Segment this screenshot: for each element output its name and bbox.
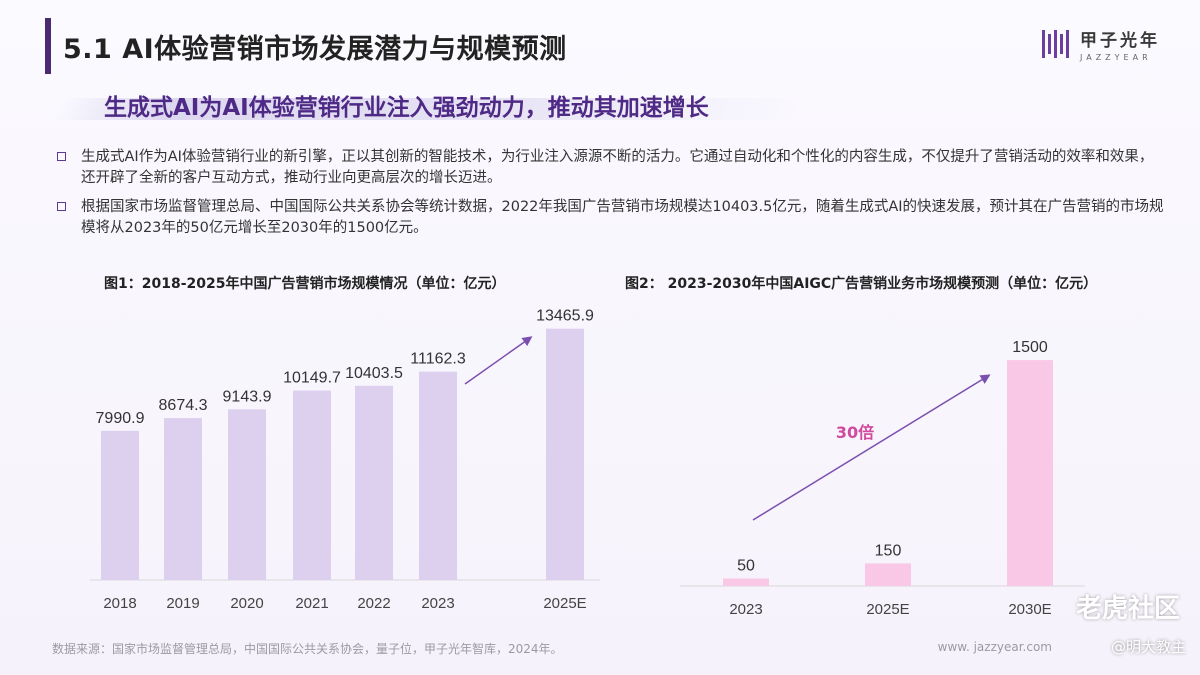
bullet-text: 根据国家市场监督管理总局、中国国际公共关系协会等统计数据，2022年我国广告营销… — [81, 199, 1164, 236]
category-label: 2030E — [1008, 601, 1051, 618]
bar — [865, 563, 911, 586]
category-label: 2021 — [295, 595, 328, 612]
value-label: 7990.9 — [96, 410, 145, 427]
logo: 甲子光年 JAZZYEAR — [1040, 26, 1160, 62]
logo-icon — [1042, 30, 1069, 58]
data-source: 数据来源：国家市场监督管理总局，中国国际公共关系协会，量子位，甲子光年智库，20… — [52, 642, 563, 656]
value-label: 13465.9 — [536, 308, 594, 325]
bar — [228, 409, 266, 580]
category-label: 2022 — [357, 595, 390, 612]
category-label: 2023 — [729, 601, 762, 618]
bar — [293, 390, 331, 580]
bar — [1007, 360, 1053, 586]
chart1: 7990.9 2018 8674.3 2019 9143.9 2020 10149.7 202… — [90, 308, 600, 612]
bullet-item: 生成式AI作为AI体验营销行业的新引擎，正以其创新的智能技术，为行业注入源源不断… — [55, 147, 1165, 189]
subtitle: 生成式AI为AI体验营销行业注入强劲动力，推动其加速增长 — [104, 95, 709, 121]
watermark-brand: 老虎社区 — [1075, 594, 1180, 624]
value-label: 10403.5 — [345, 365, 403, 382]
category-label: 2019 — [166, 595, 199, 612]
bar — [546, 328, 584, 580]
category-label: 2023 — [421, 595, 454, 612]
chart1-title: 图1：2018-2025年中国广告营销市场规模情况（单位：亿元） — [104, 276, 506, 292]
logo-tagline: JAZZYEAR — [1080, 53, 1152, 62]
page-title: 5.1 AI体验营销市场发展潜力与规模预测 — [63, 33, 567, 65]
category-label: 2025E — [543, 595, 586, 612]
title-bar: 5.1 AI体验营销市场发展潜力与规模预测 — [45, 18, 567, 74]
value-label: 11162.3 — [410, 351, 466, 368]
subtitle-banner: 生成式AI为AI体验营销行业注入强劲动力，推动其加速增长 — [52, 88, 818, 122]
square-bullet-icon — [57, 202, 66, 211]
bar — [164, 418, 202, 580]
watermark-user: @明大教主 — [1110, 638, 1186, 656]
growth-arrow — [752, 374, 991, 521]
bullet-list: 生成式AI作为AI体验营销行业的新引擎，正以其创新的智能技术，为行业注入源源不断… — [55, 147, 1165, 247]
value-label: 8674.3 — [159, 397, 208, 414]
bar — [355, 385, 393, 580]
website-link[interactable]: www. jazzyear.com — [937, 640, 1052, 654]
category-label: 2020 — [230, 595, 263, 612]
bar — [419, 371, 457, 580]
multiplier-annotation: 30倍 — [836, 423, 874, 442]
value-label: 10149.7 — [283, 370, 341, 387]
logo-name: 甲子光年 — [1080, 31, 1160, 51]
bar — [723, 578, 769, 586]
bullet-text: 生成式AI作为AI体验营销行业的新引擎，正以其创新的智能技术，为行业注入源源不断… — [81, 149, 1154, 186]
value-label: 9143.9 — [223, 388, 272, 405]
value-label: 1500 — [1012, 339, 1048, 356]
bar — [101, 430, 139, 580]
chart2-title: 图2： 2023-2030年中国AIGC广告营销业务市场规模预测（单位：亿元） — [625, 276, 1098, 292]
value-label: 150 — [875, 542, 902, 559]
category-label: 2018 — [103, 595, 136, 612]
bullet-item: 根据国家市场监督管理总局、中国国际公共关系协会等统计数据，2022年我国广告营销… — [55, 197, 1165, 239]
value-label: 50 — [737, 557, 755, 574]
square-bullet-icon — [57, 152, 66, 161]
chart2: 50 2023 150 2025E 1500 2030E 30倍 — [680, 339, 1085, 618]
category-label: 2025E — [866, 601, 909, 618]
growth-arrow — [464, 336, 533, 385]
